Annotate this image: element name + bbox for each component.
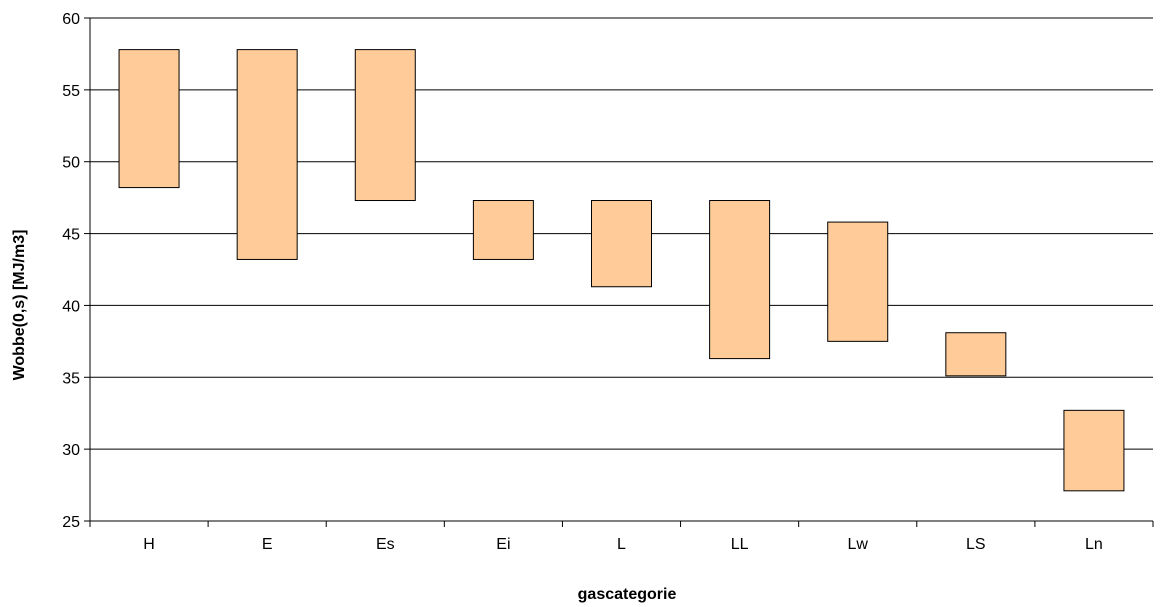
axes xyxy=(89,18,1153,522)
x-axis-title: gascategorie xyxy=(578,586,677,603)
y-tick-label: 30 xyxy=(62,442,80,459)
range-bar-ll xyxy=(709,200,771,360)
range-bar-lw xyxy=(827,221,889,342)
x-tick-label: E xyxy=(262,536,273,553)
y-tick-label: 35 xyxy=(62,370,80,387)
range-bars xyxy=(118,49,1125,492)
y-tick-label: 45 xyxy=(62,227,80,244)
y-tick-labels: 25 30 35 40 45 50 55 60 xyxy=(62,11,90,531)
x-tick-labels: H E Es Ei L LL Lw LS Ln xyxy=(89,521,1154,553)
y-axis-title: Wobbe(0,s) [MJ/m3] xyxy=(11,230,28,381)
range-bar-ei xyxy=(472,200,534,260)
x-tick-label: H xyxy=(143,536,155,553)
range-bar-ln xyxy=(1063,409,1125,492)
range-bar-ls xyxy=(945,332,1007,377)
range-bar-es xyxy=(354,49,416,202)
x-tick-label: LL xyxy=(731,536,749,553)
y-tick-label: 40 xyxy=(62,298,80,315)
x-tick-label: LS xyxy=(966,536,986,553)
x-tick-label: Lw xyxy=(847,536,868,553)
range-bar-e xyxy=(236,49,298,260)
y-tick-label: 60 xyxy=(62,11,80,28)
y-tick-label: 25 xyxy=(62,514,80,531)
y-tick-label: 55 xyxy=(62,83,80,100)
x-tick-label: L xyxy=(617,536,626,553)
x-tick-label: Es xyxy=(376,536,395,553)
y-tick-label: 50 xyxy=(62,155,80,172)
range-bar-l xyxy=(591,200,652,288)
range-bar-h xyxy=(118,49,180,189)
x-tick-label: Ei xyxy=(496,536,510,553)
x-tick-label: Ln xyxy=(1085,536,1103,553)
